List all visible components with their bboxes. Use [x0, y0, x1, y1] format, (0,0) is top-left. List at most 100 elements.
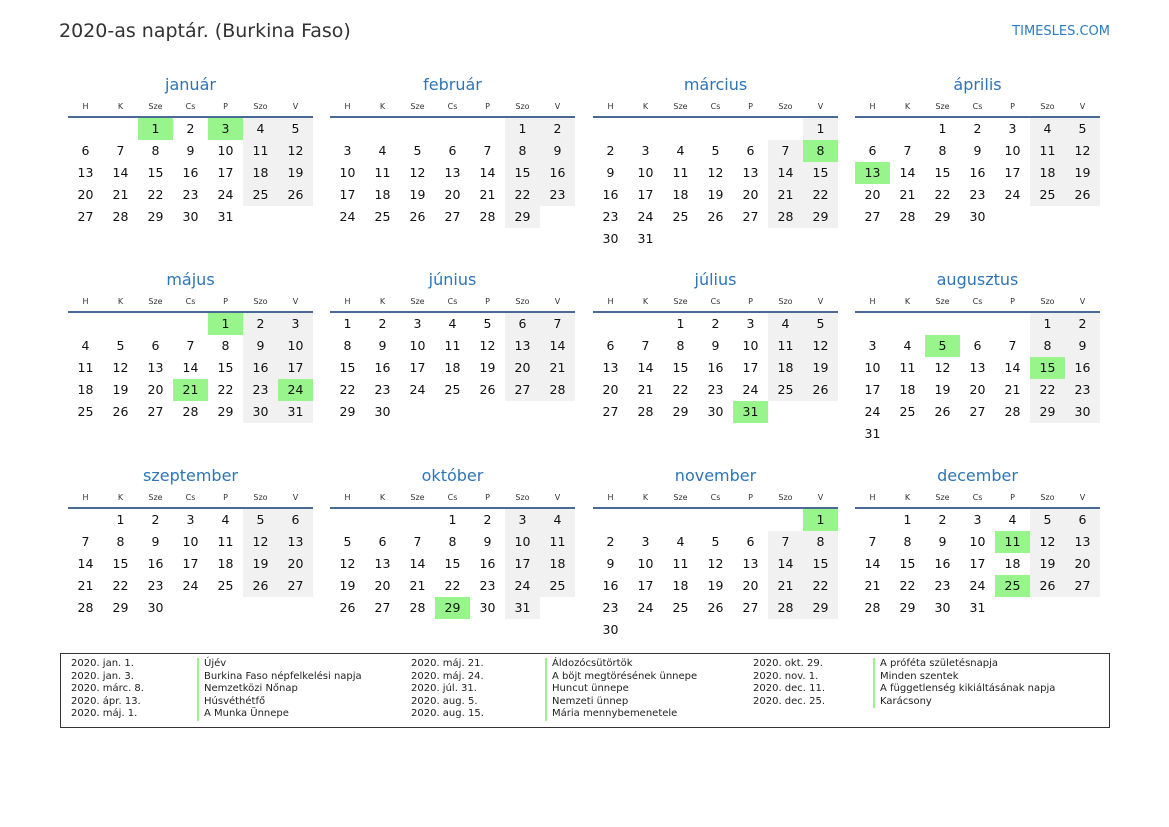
day-cell: 13: [602, 360, 619, 375]
day-cell: 20: [374, 578, 391, 593]
day-cell: 17: [339, 187, 356, 202]
day-cell: 19: [934, 382, 951, 397]
empty-cell: [925, 313, 960, 335]
day-cell: 12: [112, 360, 129, 375]
day-cell: 13: [742, 556, 759, 571]
day-cell: 22: [899, 578, 916, 593]
day-cell: 14: [1004, 360, 1021, 375]
day-cell-weekend: 28: [768, 206, 803, 228]
day-cell: 10: [1004, 143, 1021, 158]
day-cell: 9: [711, 338, 720, 353]
day-cell: 29: [112, 600, 129, 615]
day-cell: 19: [707, 578, 724, 593]
day-cell-weekend: 5: [243, 509, 278, 531]
legend-column: 2020. jan. 1. Újév 2020. jan. 3. Burkina Fa…: [61, 658, 1109, 721]
day-cell-weekend: 18: [540, 553, 575, 575]
empty-cell: [855, 509, 890, 531]
day-cell-holiday: 1: [803, 509, 838, 531]
day-cell: 22: [672, 382, 689, 397]
day-cell-weekend: 10: [278, 335, 313, 357]
weekday-label: V: [292, 297, 299, 306]
weekday-label: V: [292, 493, 299, 502]
legend-row: 2020. júl. 31. Huncut ünnepe: [61, 683, 1109, 696]
holiday-name: Huncut ünnepe: [545, 683, 629, 696]
day-cell-weekend: 1: [1030, 313, 1065, 335]
day-cell-weekend: 6: [505, 313, 540, 335]
day-cell: 18: [374, 187, 391, 202]
day-cell: 1: [448, 512, 457, 527]
divider: [593, 116, 838, 118]
weekday-label: V: [817, 102, 824, 111]
day-cell: 10: [182, 534, 199, 549]
weekday-label: P: [485, 102, 490, 111]
day-cell: 29: [147, 209, 164, 224]
day-cell: 5: [711, 143, 720, 158]
day-cell-weekend: 16: [243, 357, 278, 379]
day-cell: 25: [374, 209, 391, 224]
day-cell: 2: [711, 316, 720, 331]
day-cell: 30: [707, 404, 724, 419]
weekday-label: H: [344, 102, 351, 111]
day-cell-weekend: 1: [803, 118, 838, 140]
brand-link[interactable]: TIMESLES.COM: [1012, 24, 1110, 39]
day-cell: 21: [479, 187, 496, 202]
day-cell: 11: [77, 360, 94, 375]
weekday-label: K: [642, 493, 649, 502]
day-cell-weekend: 5: [278, 118, 313, 140]
weekday-label: P: [1010, 102, 1015, 111]
day-cell: 5: [116, 338, 125, 353]
day-cell-weekend: 11: [1030, 140, 1065, 162]
day-cell: 9: [186, 143, 195, 158]
weekday-label: P: [748, 493, 753, 502]
day-cell-weekend: 11: [243, 140, 278, 162]
day-cell-holiday: 21: [173, 379, 208, 401]
day-cell: 11: [899, 360, 916, 375]
day-cell-weekend: 29: [803, 206, 838, 228]
day-cell: 10: [637, 556, 654, 571]
day-cell: 4: [378, 143, 387, 158]
day-cell-weekend: 3: [278, 313, 313, 335]
day-cell: 18: [77, 382, 94, 397]
day-cell: 16: [147, 556, 164, 571]
weekday-label: Sze: [935, 493, 950, 502]
day-cell: 28: [1004, 404, 1021, 419]
day-cell: 17: [182, 556, 199, 571]
divider: [330, 116, 575, 118]
day-cell-weekend: 19: [243, 553, 278, 575]
day-cell: 30: [147, 600, 164, 615]
empty-cell: [663, 118, 698, 140]
holiday-name: Nemzetközi Nőnap: [197, 683, 298, 696]
day-cell-weekend: 14: [540, 335, 575, 357]
month-10: október H K Sze Cs P Szo V 1 2 3 4 5 6 7 8 9 10 11 12 13 14 15…: [330, 466, 575, 619]
day-cell: 16: [934, 556, 951, 571]
legend-column: 2020. máj. 21. Áldozócsütörtök 2020. máj. …: [61, 658, 1109, 721]
holiday-date: 2020. jan. 1.: [71, 658, 134, 669]
weekday-header: H K Sze Cs P Szo V: [855, 297, 1100, 309]
day-cell-weekend: 6: [278, 509, 313, 531]
empty-cell: [628, 118, 663, 140]
day-cell: 4: [1008, 512, 1017, 527]
day-cell: 7: [81, 534, 90, 549]
day-cell: 27: [147, 404, 164, 419]
day-cell: 3: [868, 338, 877, 353]
day-cell-weekend: 14: [768, 162, 803, 184]
day-cell: 11: [444, 338, 461, 353]
day-cell-weekend: 29: [803, 597, 838, 619]
day-cell: 28: [899, 209, 916, 224]
weekday-label: K: [117, 493, 124, 502]
day-cell: 2: [378, 316, 387, 331]
weekday-label: P: [1010, 493, 1015, 502]
day-cell: 24: [637, 209, 654, 224]
day-cell: 21: [899, 187, 916, 202]
day-cell-holiday: 29: [435, 597, 470, 619]
weekday-label: P: [748, 102, 753, 111]
day-cell: 27: [374, 600, 391, 615]
day-cell: 28: [112, 209, 129, 224]
empty-cell: [103, 313, 138, 335]
day-cell-weekend: 29: [1030, 401, 1065, 423]
day-cell: 8: [676, 338, 685, 353]
day-cell: 6: [746, 534, 755, 549]
day-cell: 14: [409, 556, 426, 571]
month-name: április: [953, 75, 1002, 94]
empty-cell: [890, 313, 925, 335]
